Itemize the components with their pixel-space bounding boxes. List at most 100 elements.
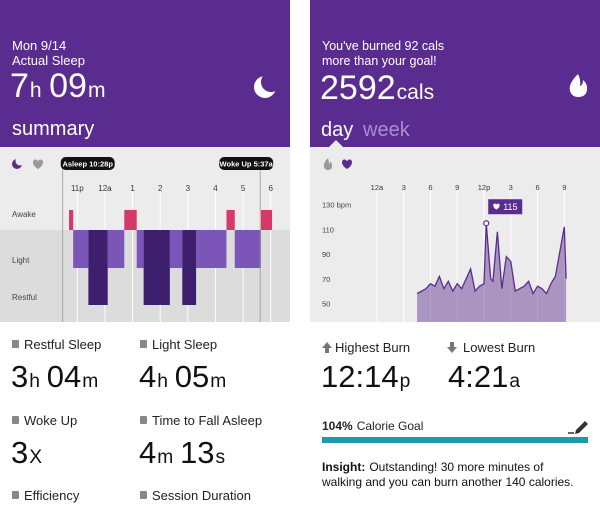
sleep-segment bbox=[69, 210, 74, 230]
y-tick-label: 110 bbox=[322, 225, 334, 234]
value-unit: s bbox=[216, 447, 226, 468]
value-number: 4 bbox=[139, 435, 156, 470]
sleep-segment bbox=[73, 230, 89, 268]
tab-week[interactable]: week bbox=[362, 119, 411, 141]
stat-value: 3X bbox=[11, 435, 42, 470]
tab-day[interactable]: day bbox=[321, 119, 353, 141]
heart-small-icon bbox=[33, 159, 43, 169]
marker-pill bbox=[60, 157, 115, 170]
insight-line-2: walking and you can burn another 140 cal… bbox=[321, 475, 574, 489]
y-tick-label: 90 bbox=[322, 250, 330, 259]
peak-pill-heart bbox=[493, 203, 500, 210]
stat-icon bbox=[140, 416, 147, 424]
stat-icon bbox=[12, 340, 19, 348]
stat-icon bbox=[12, 416, 19, 424]
total-sleep: 7h 09m bbox=[10, 67, 106, 105]
value-unit: cals bbox=[397, 81, 434, 104]
burn-line-1: You've burned 92 cals bbox=[322, 39, 444, 53]
highest-label: Highest Burn bbox=[335, 340, 410, 355]
x-tick-label: 6 bbox=[268, 184, 273, 193]
calorie-goal-label: Calorie Goal bbox=[357, 419, 424, 433]
value-number: 2592 bbox=[320, 69, 396, 107]
lowest-label: Lowest Burn bbox=[463, 340, 535, 355]
x-tick-label: 6 bbox=[535, 183, 539, 192]
peak-dot bbox=[483, 220, 490, 227]
insight-text: Outstanding! 30 more minutes of bbox=[369, 460, 544, 474]
calorie-goal-percent: 104% bbox=[322, 419, 353, 433]
x-tick-label: 3 bbox=[402, 183, 406, 192]
insight-label: Insight: bbox=[322, 460, 365, 474]
stat-label: Time to Fall Asleep bbox=[152, 413, 262, 428]
sleep-segment bbox=[226, 210, 235, 230]
marker-label: Asleep 10:28p bbox=[62, 160, 113, 169]
x-tick-label: 5 bbox=[241, 184, 246, 193]
y-tick-label: 70 bbox=[322, 275, 330, 284]
y-tick-label: 130 bpm bbox=[322, 201, 351, 210]
up-arrow-icon bbox=[322, 342, 332, 353]
value-number: 05 bbox=[175, 359, 209, 394]
value-number: 7 bbox=[10, 67, 29, 105]
x-tick-label: 12p bbox=[478, 183, 491, 192]
stat-label: Light Sleep bbox=[152, 337, 217, 352]
value-unit: m bbox=[157, 447, 173, 468]
x-tick-label: 2 bbox=[158, 184, 163, 193]
burn-chart-bg bbox=[310, 147, 600, 322]
stat-value: 3h 04m bbox=[11, 359, 98, 394]
heart-line bbox=[416, 223, 567, 296]
stat-value: 4h 05m bbox=[139, 359, 226, 394]
value-unit: m bbox=[82, 371, 98, 392]
burn-line-2: more than your goal! bbox=[322, 54, 437, 68]
value-number: 13 bbox=[180, 435, 214, 470]
heart-rate-chart: 12a 3 6 9 12p 3 6 9 130 bpm 110 90 70 50 115 bbox=[322, 183, 567, 322]
heart-tab-icon[interactable] bbox=[342, 159, 352, 170]
x-tick-label: 3 bbox=[509, 183, 513, 192]
peak-pill bbox=[488, 199, 523, 215]
x-tick-label: 9 bbox=[562, 183, 566, 192]
value-number: 3 bbox=[11, 435, 28, 470]
stat-icon bbox=[140, 491, 147, 499]
sleep-segment bbox=[88, 230, 108, 305]
moon-small-icon bbox=[12, 156, 25, 169]
pencil-icon[interactable] bbox=[568, 421, 588, 434]
value-unit: h bbox=[157, 371, 168, 392]
sleep-segment bbox=[107, 230, 125, 268]
stat-icon bbox=[140, 340, 147, 348]
total-burn: 2592cals bbox=[320, 69, 434, 107]
stat-icon bbox=[12, 491, 19, 499]
sleep-segment bbox=[261, 210, 273, 230]
y-label: Awake bbox=[12, 210, 36, 219]
peak-label: 115 bbox=[503, 202, 517, 212]
value-number: 04 bbox=[47, 359, 81, 394]
value-number: 09 bbox=[49, 67, 87, 105]
x-tick-label: 3 bbox=[186, 184, 191, 193]
moon-icon bbox=[254, 72, 281, 98]
goal-bar bbox=[322, 437, 588, 443]
value-unit: h bbox=[29, 371, 40, 392]
value-number: 12:14 bbox=[321, 359, 399, 394]
flame-small-icon[interactable] bbox=[323, 158, 332, 170]
stat-value: 4m 13s bbox=[139, 435, 225, 470]
sleep-segment bbox=[182, 230, 197, 305]
sleep-segment bbox=[169, 230, 183, 268]
x-tick-label: 1 bbox=[130, 184, 135, 193]
flame-icon bbox=[569, 74, 588, 97]
x-tick-label: 12a bbox=[98, 184, 112, 193]
value-unit: X bbox=[29, 447, 42, 468]
sleep-chart: 11p 12a 1 2 3 4 5 6 Awake Light Restful Asleep 10:2… bbox=[12, 157, 274, 322]
x-tick-label: 6 bbox=[428, 183, 432, 192]
stat-label: Restful Sleep bbox=[24, 337, 101, 352]
y-label: Light bbox=[12, 256, 30, 265]
calorie-goal-text: 104% Calorie Goal bbox=[322, 419, 423, 433]
value-unit: p bbox=[400, 371, 411, 392]
x-tick-label: 9 bbox=[455, 183, 459, 192]
y-tick-label: 50 bbox=[322, 299, 330, 308]
section-title: summary bbox=[12, 118, 94, 140]
highest-value: 12:14p bbox=[321, 359, 410, 394]
marker-pill bbox=[219, 157, 274, 170]
value-unit: h bbox=[30, 79, 42, 102]
stat-label: Woke Up bbox=[24, 413, 77, 428]
value-number: 4 bbox=[139, 359, 156, 394]
sleep-segment bbox=[143, 230, 170, 305]
